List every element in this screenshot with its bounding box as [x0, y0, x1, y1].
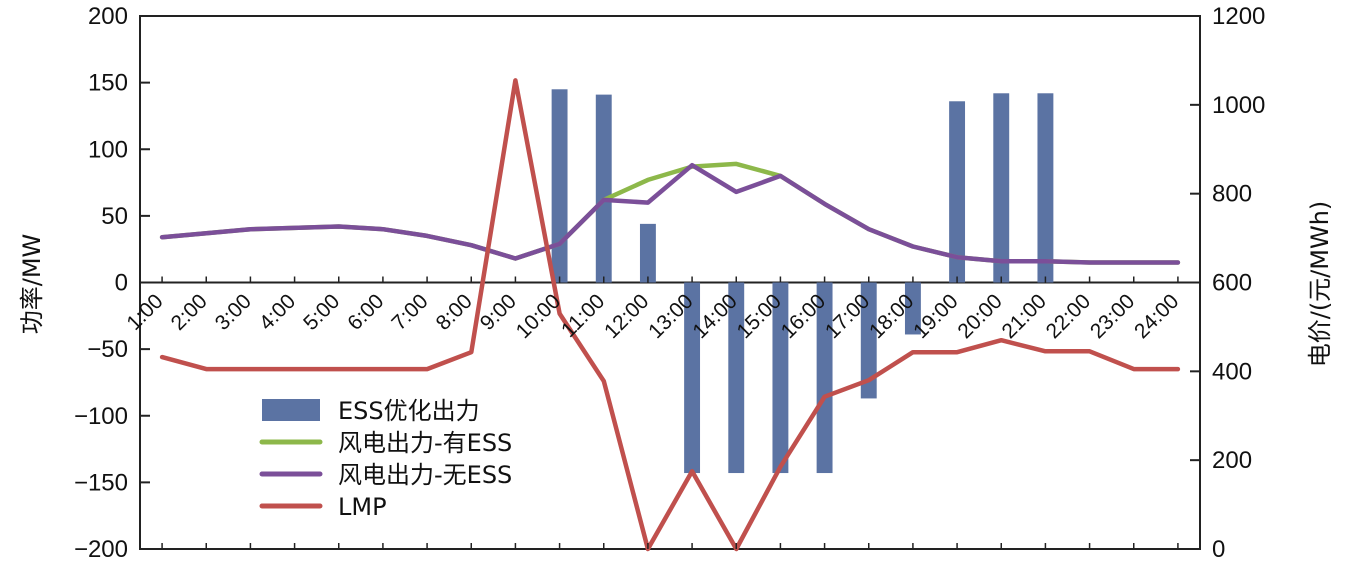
line-wind-without-ess — [159, 162, 1181, 265]
left-axis-label: 功率/MW — [18, 234, 46, 335]
x-tick-label: 6:00 — [343, 290, 388, 335]
legend-label: 风电出力-有ESS — [338, 429, 512, 457]
x-tick-label: 23:00 — [1086, 290, 1139, 343]
left-tick-label: −50 — [87, 336, 128, 363]
line-wind-with-ess — [159, 161, 1181, 265]
left-tick-label: 0 — [115, 270, 128, 297]
x-tick-label: 2:00 — [167, 290, 212, 335]
ess-bar — [860, 282, 877, 399]
x-tick-label: 3:00 — [211, 290, 256, 335]
left-tick-label: −200 — [74, 536, 128, 563]
x-tick-label: 4:00 — [255, 290, 300, 335]
x-tick-label: 11:00 — [557, 290, 609, 342]
x-tick-label: 5:00 — [299, 290, 344, 335]
left-axis: 200 150 100 50 0 −50 −100 −150 −200 — [74, 3, 150, 563]
left-tick-label: 150 — [88, 70, 128, 97]
right-tick-label: 800 — [1212, 181, 1252, 208]
legend-label: ESS优化出力 — [338, 397, 480, 425]
right-tick-label: 1000 — [1212, 92, 1265, 119]
ess-bar — [684, 282, 701, 474]
x-tick-label: 20:00 — [953, 290, 1006, 343]
ess-bar — [816, 282, 833, 474]
bar-series-ess — [551, 89, 1054, 474]
left-tick-label: 200 — [88, 3, 128, 30]
x-tick-label: 22:00 — [1042, 290, 1095, 343]
ess-bar — [904, 282, 921, 335]
right-tick-label: 1200 — [1212, 3, 1265, 30]
left-tick-label: 100 — [88, 136, 128, 163]
right-tick-label: 200 — [1212, 447, 1252, 474]
right-axis-label: 电价/(元/MWh) — [1306, 201, 1334, 368]
left-tick-label: −100 — [74, 403, 128, 430]
x-tick-label: 12:00 — [600, 290, 653, 343]
right-axis: 1200 1000 800 600 400 200 0 — [1190, 3, 1265, 563]
x-tick-label: 24:00 — [1130, 290, 1183, 343]
x-tick-label: 21:00 — [998, 290, 1051, 343]
ess-bar — [551, 89, 568, 283]
ess-bar — [993, 93, 1010, 283]
legend-label: LMP — [338, 493, 387, 521]
x-tick-label: 8:00 — [432, 290, 477, 335]
right-tick-label: 400 — [1212, 358, 1252, 385]
ess-bar — [772, 282, 789, 474]
line-lmp — [159, 78, 1181, 552]
right-tick-label: 0 — [1212, 536, 1225, 563]
ess-bar — [1037, 93, 1054, 283]
x-tick-label: 7:00 — [387, 290, 432, 335]
ess-bar — [639, 223, 656, 283]
ess-bar — [728, 282, 745, 474]
ess-bar — [595, 94, 612, 283]
left-tick-label: −150 — [74, 469, 128, 496]
line-series-group — [159, 78, 1181, 552]
legend-label: 风电出力-无ESS — [338, 461, 512, 489]
right-tick-label: 600 — [1212, 270, 1252, 297]
ess-bar — [949, 101, 966, 283]
left-tick-label: 50 — [101, 203, 128, 230]
x-tick-label: 1:00 — [122, 290, 167, 335]
legend-swatch-bar — [262, 399, 320, 421]
